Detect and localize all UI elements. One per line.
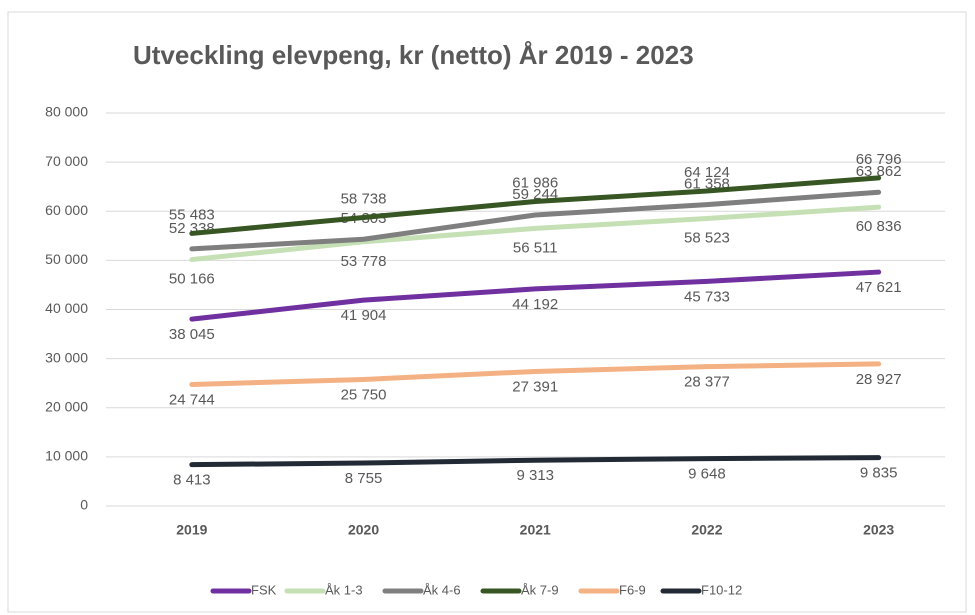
x-tick-label: 2019	[176, 522, 207, 538]
data-label: 56 511	[513, 239, 558, 256]
data-label: 38 045	[169, 326, 215, 343]
data-label: 9 648	[688, 466, 726, 483]
data-label: 60 836	[856, 218, 902, 235]
data-label: 8 755	[345, 470, 383, 487]
chart-title: Utveckling elevpeng, kr (netto) År 2019 …	[133, 40, 694, 70]
data-label: 41 904	[341, 307, 387, 324]
data-label: 28 927	[856, 371, 902, 388]
data-label: 53 778	[341, 253, 387, 270]
data-label: 45 733	[684, 288, 730, 305]
y-tick-label: 60 000	[45, 202, 88, 218]
data-label: 27 391	[512, 378, 558, 395]
data-label: 64 124	[684, 164, 730, 181]
legend-label: F10-12	[701, 582, 742, 597]
y-tick-label: 20 000	[45, 398, 88, 414]
series-line	[189, 204, 882, 263]
data-label: 58 738	[341, 190, 387, 207]
series-line	[189, 189, 882, 252]
data-label: 44 192	[512, 296, 558, 313]
series-line	[189, 455, 882, 468]
data-label: 58 523	[684, 229, 730, 246]
x-tick-label: 2021	[520, 522, 551, 538]
series-line	[189, 269, 882, 322]
legend-label: Åk 1-3	[325, 582, 363, 597]
data-label: 66 796	[856, 151, 902, 168]
legend-label: Åk 7-9	[521, 582, 559, 597]
y-tick-label: 70 000	[45, 153, 88, 169]
data-label: 55 483	[169, 206, 215, 223]
x-tick-label: 2022	[691, 522, 722, 538]
data-label: 24 744	[169, 391, 215, 408]
legend-label: Åk 4-6	[423, 582, 461, 597]
y-tick-label: 40 000	[45, 300, 88, 316]
y-tick-label: 80 000	[45, 104, 88, 120]
x-tick-label: 2023	[863, 522, 894, 538]
data-label: 61 986	[512, 174, 558, 191]
y-tick-label: 10 000	[45, 448, 88, 464]
chart-border	[7, 11, 967, 613]
legend-label: FSK	[251, 582, 277, 597]
y-tick-label: 0	[80, 497, 88, 513]
data-label: 47 621	[856, 279, 902, 296]
data-label: 8 413	[173, 472, 211, 489]
data-label: 9 313	[516, 467, 554, 484]
data-label: 25 750	[341, 386, 387, 403]
y-tick-label: 30 000	[45, 349, 88, 365]
data-label: 50 166	[169, 271, 215, 288]
data-label: 28 377	[684, 374, 730, 391]
data-label: 9 835	[860, 465, 898, 482]
y-tick-label: 50 000	[45, 251, 88, 267]
x-tick-label: 2020	[348, 522, 379, 538]
legend-label: F6-9	[619, 582, 646, 597]
series-line	[189, 175, 882, 236]
series-line	[189, 361, 882, 387]
data-label: 63 862	[856, 163, 902, 180]
